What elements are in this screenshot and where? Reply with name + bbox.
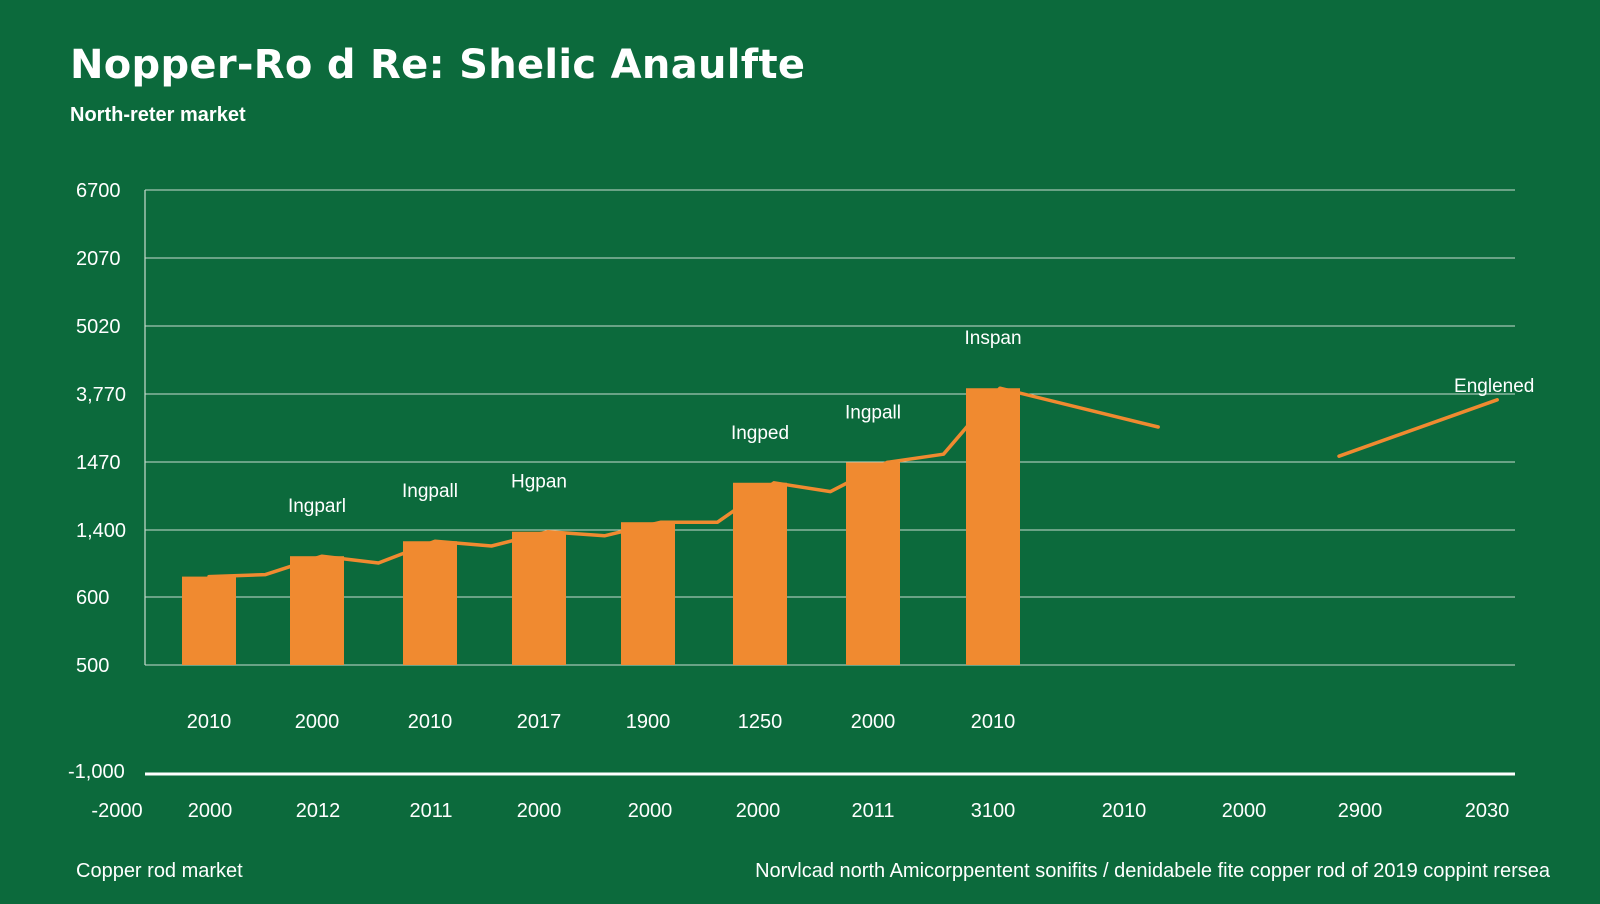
footer-source-label: Copper rod market <box>76 860 243 882</box>
x-tick-label-upper: 2000 <box>295 711 340 733</box>
footer-note: Norvlcad north Amicorppentent sonifits /… <box>755 860 1550 882</box>
y-tick-label: 6700 <box>76 180 121 202</box>
x-tick-label-lower: 2000 <box>517 800 562 822</box>
bar <box>403 541 457 665</box>
x-tick-label-lower: 2900 <box>1338 800 1383 822</box>
bar <box>182 576 236 665</box>
bar-label: Hgpan <box>511 472 567 493</box>
x-tick-label-upper: 2010 <box>408 711 453 733</box>
y-tick-label: 600 <box>76 587 109 609</box>
y-tick-label: 1470 <box>76 452 121 474</box>
y-tick-label: 5020 <box>76 316 121 338</box>
x-tick-label-upper: 2000 <box>851 711 896 733</box>
x-tick-label-lower: -2000 <box>91 800 142 822</box>
x-tick-label-lower: 2011 <box>409 800 452 822</box>
y-tick-label: 1,400 <box>76 520 126 542</box>
bar <box>733 482 787 665</box>
x-tick-label-upper: 1250 <box>738 711 783 733</box>
bar-label: Ingpall <box>845 402 901 423</box>
chart-subtitle: North-reter market <box>70 104 246 126</box>
y-tick-label: 3,770 <box>76 384 126 406</box>
x-tick-label-lower: 2012 <box>296 800 341 822</box>
bar-label: Ingped <box>731 423 789 444</box>
x-tick-label-lower: 2030 <box>1465 800 1510 822</box>
x-tick-label-upper: 1900 <box>626 711 671 733</box>
y-tick-label: 500 <box>76 655 109 677</box>
x-tick-label-lower: 2010 <box>1102 800 1147 822</box>
bar-label: Inspan <box>964 328 1021 349</box>
x-tick-label-lower: 3100 <box>971 800 1016 822</box>
bar <box>966 388 1020 665</box>
trend-line <box>207 386 1160 579</box>
y-tick-label: 2070 <box>76 248 121 270</box>
x-tick-label-upper: 2017 <box>517 711 562 733</box>
bar <box>846 462 900 665</box>
bar <box>512 531 566 665</box>
bar-label: Ingparl <box>288 496 346 517</box>
x-tick-label-lower: 2000 <box>188 800 233 822</box>
bar <box>621 522 675 665</box>
x-tick-label-upper: 2010 <box>187 711 232 733</box>
bar-label: Ingpall <box>402 481 458 502</box>
bar <box>290 556 344 665</box>
x-tick-label-upper: 2010 <box>971 711 1016 733</box>
x-tick-label-lower: 2000 <box>1222 800 1267 822</box>
x-tick-label-lower: 2011 <box>851 800 894 822</box>
x-tick-label-lower: 2000 <box>628 800 673 822</box>
chart-title: Nopper-Ro d Re: Shelic Anaulfte <box>70 42 806 88</box>
trend-label: Englened <box>1454 376 1534 397</box>
x-tick-label-lower: 2000 <box>736 800 781 822</box>
y-tick-label: -1,000 <box>68 761 125 783</box>
trend-line-extension <box>1337 398 1499 458</box>
